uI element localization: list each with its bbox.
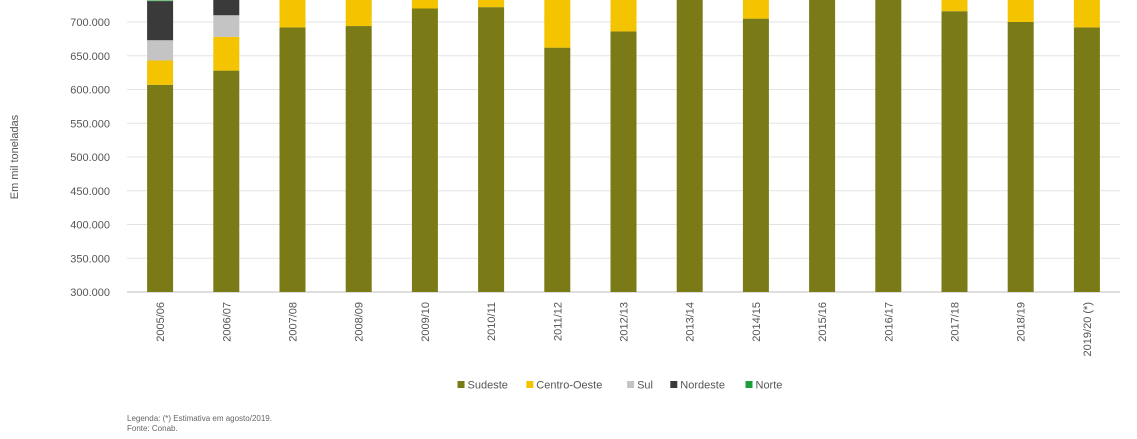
bar-segment-sudeste bbox=[213, 70, 240, 292]
y-tick-label: 550.000 bbox=[70, 118, 110, 130]
legend-swatch bbox=[627, 381, 635, 388]
bar-segment-norte bbox=[147, 0, 174, 2]
bar-segment-sudeste bbox=[411, 8, 438, 292]
y-tick-label: 650.000 bbox=[70, 51, 110, 63]
bar-segment-sudeste bbox=[1073, 27, 1100, 293]
x-tick-label: 2016/17 bbox=[883, 302, 895, 342]
bar-segment-centro-oeste bbox=[1073, 0, 1100, 28]
source-note: Fonte: Conab. bbox=[127, 424, 178, 433]
legend-note: Legenda: (*) Estimativa em agosto/2019. bbox=[127, 414, 272, 423]
bar-segment-sudeste bbox=[147, 84, 174, 293]
legend-swatch bbox=[670, 381, 678, 388]
bar-segment-centro-oeste bbox=[345, 0, 372, 27]
legend-label: Centro-Oeste bbox=[536, 380, 602, 392]
x-tick-label: 2008/09 bbox=[354, 302, 366, 342]
bar-segment-sudeste bbox=[676, 0, 703, 292]
bars bbox=[147, 0, 1100, 293]
bar-segment-sudeste bbox=[279, 27, 306, 293]
y-axis-label: Em mil toneladas bbox=[9, 114, 21, 199]
bar-segment-sudeste bbox=[875, 0, 902, 292]
x-tick-label: 2009/10 bbox=[420, 302, 432, 342]
legend-label: Sudeste bbox=[468, 380, 508, 392]
bar-segment-sudeste bbox=[345, 26, 372, 293]
x-tick-label: 2012/13 bbox=[619, 302, 631, 342]
y-tick-label: 400.000 bbox=[70, 220, 110, 232]
y-tick-label: 300.000 bbox=[70, 287, 110, 299]
legend-label: Norte bbox=[756, 380, 783, 392]
x-tick-label: 2014/15 bbox=[751, 302, 763, 342]
bar-segment-centro-oeste bbox=[478, 0, 505, 8]
x-tick-label: 2007/08 bbox=[288, 302, 300, 342]
bar-segment-sudeste bbox=[544, 47, 571, 293]
x-tick-label: 2018/19 bbox=[1016, 302, 1028, 342]
bar-segment-nordeste bbox=[147, 1, 174, 41]
legend-label: Nordeste bbox=[680, 380, 725, 392]
legend-swatch bbox=[526, 381, 534, 388]
legend-swatch bbox=[745, 381, 753, 388]
x-tick-label: 2017/18 bbox=[950, 302, 962, 342]
bar-segment-centro-oeste bbox=[544, 0, 571, 48]
y-tick-label: 450.000 bbox=[70, 186, 110, 198]
bar-segment-centro-oeste bbox=[213, 36, 240, 71]
legend-swatch bbox=[457, 381, 465, 388]
bar-segment-sudeste bbox=[809, 0, 836, 292]
bar-segment-sudeste bbox=[1007, 22, 1034, 292]
x-tick-label: 2015/16 bbox=[817, 302, 829, 342]
chart-notes: Legenda: (*) Estimativa em agosto/2019. … bbox=[127, 414, 272, 434]
legend: Sudeste Centro-Oeste Sul Nordeste Norte bbox=[457, 380, 783, 392]
y-tick-label: 600.000 bbox=[70, 85, 110, 97]
bar-segment-centro-oeste bbox=[1007, 0, 1034, 22]
x-tick-label: 2006/07 bbox=[221, 302, 233, 342]
x-axis-ticks: 2005/06 2006/07 2007/08 2008/09 2009/10 2010/… bbox=[155, 302, 1094, 356]
bar-segment-sul bbox=[213, 15, 240, 37]
x-tick-label: 2011/12 bbox=[552, 302, 564, 341]
bar-segment-sudeste bbox=[742, 18, 769, 292]
bar-segment-sudeste bbox=[610, 31, 637, 292]
bar-segment-sul bbox=[147, 40, 174, 61]
bar-segment-centro-oeste bbox=[279, 0, 306, 28]
x-tick-label: 2013/14 bbox=[685, 302, 697, 342]
bar-segment-centro-oeste bbox=[411, 0, 438, 9]
bar-segment-centro-oeste bbox=[610, 0, 637, 32]
bar-segment-nordeste bbox=[213, 0, 240, 16]
y-tick-label: 500.000 bbox=[70, 152, 110, 164]
x-tick-label: 2019/20 (*) bbox=[1082, 302, 1094, 356]
legend-label: Sul bbox=[637, 380, 653, 392]
x-tick-label: 2010/11 bbox=[486, 302, 498, 341]
bar-segment-sudeste bbox=[941, 11, 968, 292]
x-tick-label: 2005/06 bbox=[155, 302, 167, 342]
bar-segment-centro-oeste bbox=[147, 60, 174, 85]
y-tick-label: 350.000 bbox=[70, 253, 110, 265]
y-tick-label: 700.000 bbox=[70, 17, 110, 29]
bar-segment-centro-oeste bbox=[742, 0, 769, 19]
bar-segment-sudeste bbox=[478, 7, 505, 293]
bar-segment-centro-oeste bbox=[941, 0, 968, 12]
y-axis-ticks: 300.000 350.000 400.000 450.000 500.000 550.0… bbox=[70, 17, 110, 299]
